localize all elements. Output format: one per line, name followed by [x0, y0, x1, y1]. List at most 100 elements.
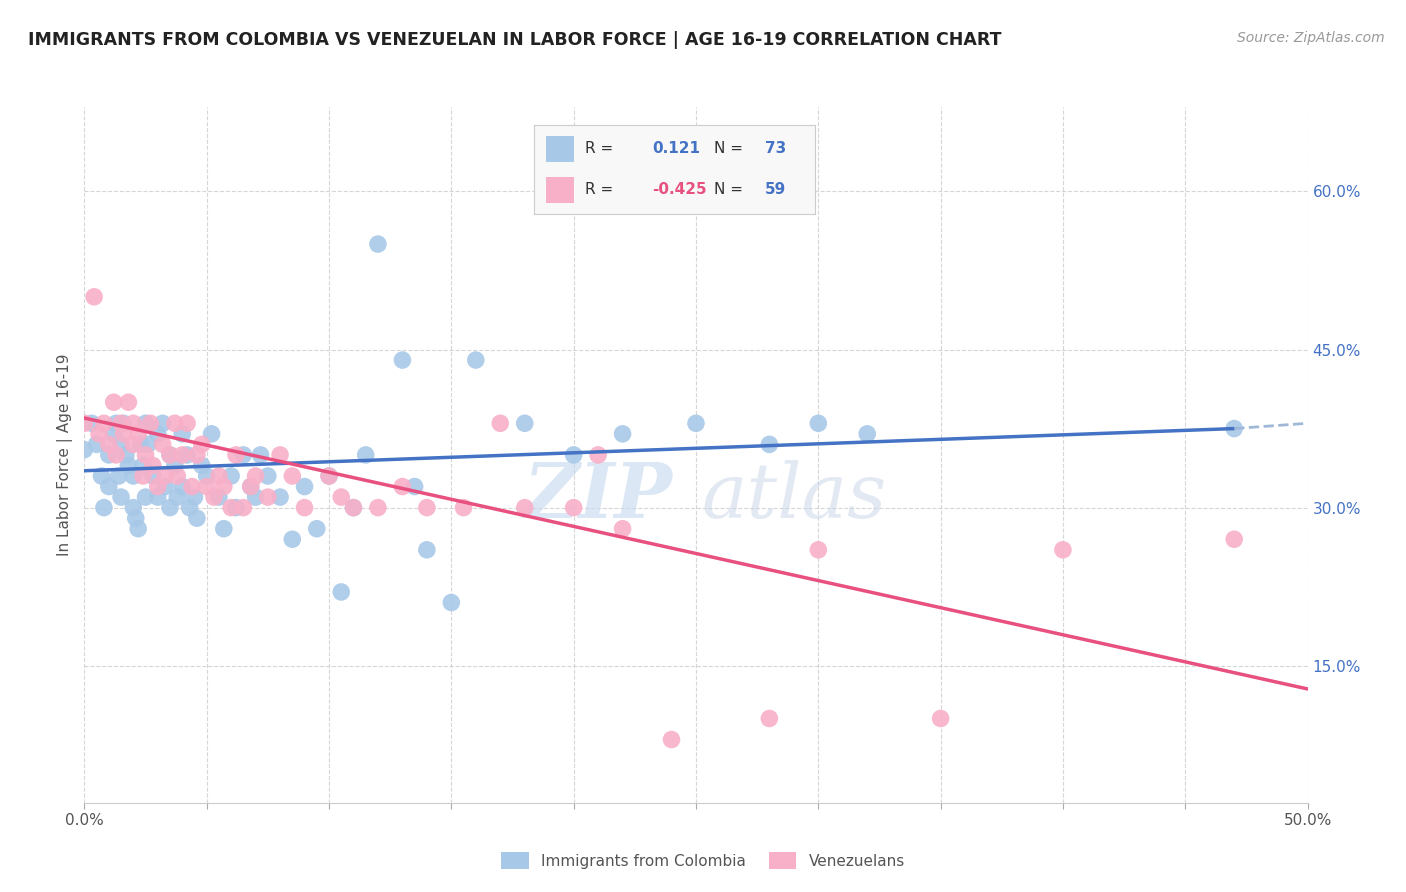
Point [318, 469, 340, 483]
Point [135, 417, 157, 431]
Point [212, 479, 235, 493]
Point [105, 417, 128, 431]
Text: R =: R = [585, 142, 613, 156]
Legend: Immigrants from Colombia, Venezuelans: Immigrants from Colombia, Venezuelans [495, 846, 911, 875]
Point [1223, 421, 1246, 435]
Point [195, 469, 218, 483]
Point [172, 448, 194, 462]
Text: -0.425: -0.425 [652, 183, 707, 197]
Point [758, 437, 780, 451]
Point [225, 500, 247, 515]
Point [269, 448, 291, 462]
Point [86, 437, 108, 451]
Bar [546, 136, 574, 162]
Point [195, 479, 218, 493]
Point [103, 395, 125, 409]
Point [856, 426, 879, 441]
Point [166, 490, 188, 504]
Point [281, 469, 304, 483]
Point [97, 479, 120, 493]
Point [219, 469, 242, 483]
Point [176, 417, 198, 431]
Point [142, 458, 165, 473]
Point [142, 469, 165, 483]
Point [200, 426, 222, 441]
Text: N =: N = [714, 142, 744, 156]
Point [127, 522, 149, 536]
Point [183, 490, 205, 504]
Text: ZIP: ZIP [523, 459, 672, 533]
Text: atlas: atlas [702, 459, 887, 533]
Point [122, 437, 145, 451]
Point [208, 490, 231, 504]
Text: 0.121: 0.121 [652, 142, 700, 156]
Point [179, 500, 201, 515]
Point [176, 448, 198, 462]
Point [305, 522, 328, 536]
Point [135, 490, 157, 504]
Point [115, 448, 138, 462]
Point [107, 469, 129, 483]
Point [257, 490, 280, 504]
Point [464, 353, 486, 368]
Point [146, 490, 169, 504]
Point [219, 500, 242, 515]
Point [136, 437, 159, 451]
Point [367, 237, 389, 252]
Point [163, 417, 186, 431]
Point [172, 426, 194, 441]
Text: 73: 73 [765, 142, 786, 156]
Point [416, 542, 439, 557]
Point [294, 479, 316, 493]
Point [83, 290, 105, 304]
Point [110, 490, 132, 504]
Point [391, 353, 413, 368]
Point [80, 417, 103, 431]
Point [153, 479, 176, 493]
Text: 59: 59 [765, 183, 786, 197]
Text: N =: N = [714, 183, 744, 197]
Point [562, 448, 585, 462]
Point [245, 490, 267, 504]
Point [152, 417, 174, 431]
Point [513, 500, 536, 515]
Point [208, 469, 231, 483]
Point [139, 417, 162, 431]
Point [342, 500, 364, 515]
Point [146, 479, 169, 493]
Point [103, 426, 125, 441]
Point [122, 500, 145, 515]
Point [152, 437, 174, 451]
Point [342, 500, 364, 515]
Point [122, 469, 145, 483]
Point [127, 426, 149, 441]
Point [105, 448, 128, 462]
Text: Source: ZipAtlas.com: Source: ZipAtlas.com [1237, 31, 1385, 45]
Point [181, 479, 204, 493]
Point [562, 500, 585, 515]
Point [1223, 533, 1246, 547]
Point [125, 511, 148, 525]
Point [416, 500, 439, 515]
Point [117, 458, 139, 473]
Point [440, 595, 463, 609]
Point [257, 469, 280, 483]
Point [135, 448, 157, 462]
Text: R =: R = [585, 183, 613, 197]
Point [354, 448, 377, 462]
Point [489, 417, 512, 431]
Point [87, 426, 110, 441]
Point [239, 479, 262, 493]
Point [612, 522, 634, 536]
Point [612, 426, 634, 441]
Point [117, 395, 139, 409]
Point [586, 448, 609, 462]
Point [281, 533, 304, 547]
Point [153, 469, 176, 483]
Point [166, 469, 188, 483]
Point [146, 426, 169, 441]
Point [132, 469, 155, 483]
Point [191, 458, 214, 473]
Point [1052, 542, 1074, 557]
Point [232, 448, 254, 462]
